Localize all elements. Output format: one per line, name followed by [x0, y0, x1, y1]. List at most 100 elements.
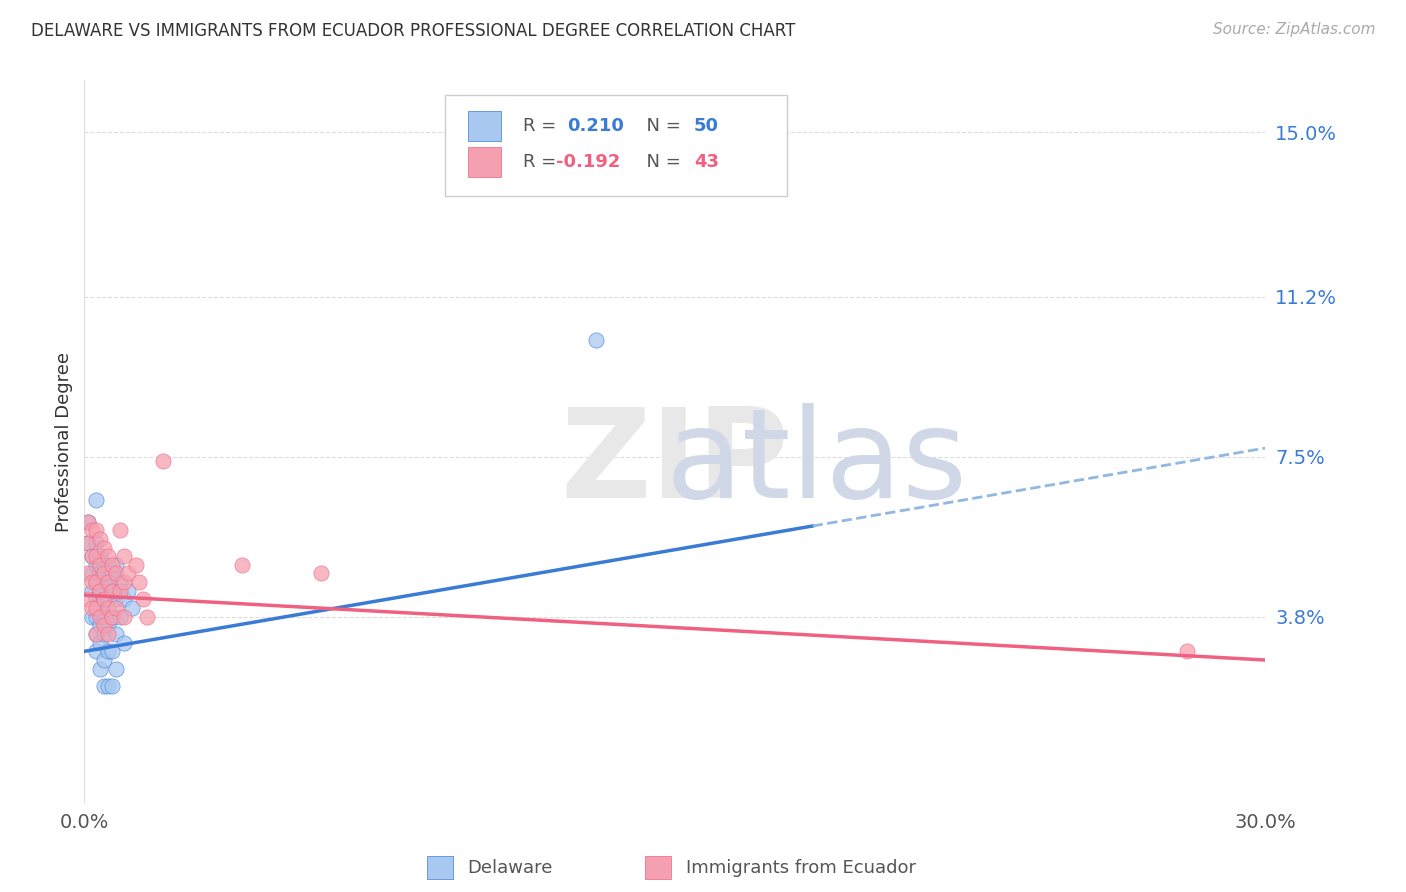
Point	[97, 549, 120, 564]
Point	[101, 583, 124, 598]
Point	[231, 558, 253, 572]
Point	[97, 558, 120, 572]
Point	[93, 679, 115, 693]
Text: N =: N =	[634, 153, 686, 171]
Point	[97, 601, 120, 615]
Point	[89, 549, 111, 564]
Point	[101, 609, 124, 624]
Point	[97, 575, 120, 590]
Point	[104, 566, 127, 581]
Point	[101, 583, 124, 598]
Point	[77, 592, 100, 607]
Point	[84, 492, 107, 507]
Point	[112, 609, 135, 624]
Text: Immigrants from Ecuador: Immigrants from Ecuador	[686, 859, 915, 877]
Text: ZIP: ZIP	[561, 402, 789, 524]
Point	[121, 601, 143, 615]
Point	[82, 583, 104, 598]
Point	[93, 541, 115, 555]
Y-axis label: Professional Degree: Professional Degree	[55, 351, 73, 532]
Point	[101, 558, 124, 572]
Point	[77, 515, 100, 529]
Point	[108, 523, 131, 537]
FancyBboxPatch shape	[444, 95, 787, 196]
Point	[117, 566, 139, 581]
Point	[104, 662, 127, 676]
Point	[97, 644, 120, 658]
Point	[89, 583, 111, 598]
Text: -0.192: -0.192	[555, 153, 620, 171]
Point	[82, 575, 104, 590]
Point	[108, 575, 131, 590]
Point	[89, 609, 111, 624]
Point	[84, 575, 107, 590]
Point	[89, 636, 111, 650]
Point	[84, 644, 107, 658]
FancyBboxPatch shape	[468, 147, 502, 178]
Point	[128, 575, 150, 590]
Point	[93, 592, 115, 607]
Point	[117, 583, 139, 598]
Point	[132, 592, 155, 607]
FancyBboxPatch shape	[427, 856, 453, 880]
Point	[93, 618, 115, 632]
Point	[93, 653, 115, 667]
Point	[77, 566, 100, 581]
Point	[77, 536, 100, 550]
Point	[84, 601, 107, 615]
Text: 0.210: 0.210	[568, 117, 624, 135]
Point	[89, 558, 111, 572]
Text: atlas: atlas	[665, 402, 967, 524]
Point	[104, 627, 127, 641]
Point	[84, 549, 107, 564]
Point	[112, 549, 135, 564]
Text: 43: 43	[693, 153, 718, 171]
Text: Source: ZipAtlas.com: Source: ZipAtlas.com	[1212, 22, 1375, 37]
Point	[89, 566, 111, 581]
Point	[104, 601, 127, 615]
Point	[108, 609, 131, 624]
Point	[82, 549, 104, 564]
Point	[101, 644, 124, 658]
Point	[93, 609, 115, 624]
FancyBboxPatch shape	[645, 856, 671, 880]
Point	[97, 592, 120, 607]
Point	[112, 636, 135, 650]
Text: DELAWARE VS IMMIGRANTS FROM ECUADOR PROFESSIONAL DEGREE CORRELATION CHART: DELAWARE VS IMMIGRANTS FROM ECUADOR PROF…	[31, 22, 796, 40]
Point	[84, 627, 107, 641]
Point	[112, 592, 135, 607]
Point	[136, 609, 159, 624]
Point	[1175, 644, 1198, 658]
Point	[84, 558, 107, 572]
Point	[84, 627, 107, 641]
Point	[585, 333, 607, 347]
Point	[89, 532, 111, 546]
Text: R =: R =	[523, 153, 561, 171]
Point	[124, 558, 146, 572]
Point	[108, 583, 131, 598]
Point	[82, 601, 104, 615]
Point	[93, 592, 115, 607]
Point	[97, 618, 120, 632]
Point	[82, 523, 104, 537]
Point	[93, 566, 115, 581]
Point	[84, 592, 107, 607]
Point	[97, 679, 120, 693]
Point	[82, 609, 104, 624]
Point	[84, 609, 107, 624]
Text: Delaware: Delaware	[467, 859, 553, 877]
Point	[89, 618, 111, 632]
FancyBboxPatch shape	[468, 111, 502, 141]
Text: N =: N =	[634, 117, 686, 135]
Point	[82, 549, 104, 564]
Point	[101, 609, 124, 624]
Text: 50: 50	[693, 117, 718, 135]
Point	[104, 592, 127, 607]
Point	[89, 601, 111, 615]
Point	[97, 575, 120, 590]
Point	[104, 558, 127, 572]
Point	[101, 679, 124, 693]
Point	[101, 566, 124, 581]
Text: R =: R =	[523, 117, 561, 135]
Point	[82, 566, 104, 581]
